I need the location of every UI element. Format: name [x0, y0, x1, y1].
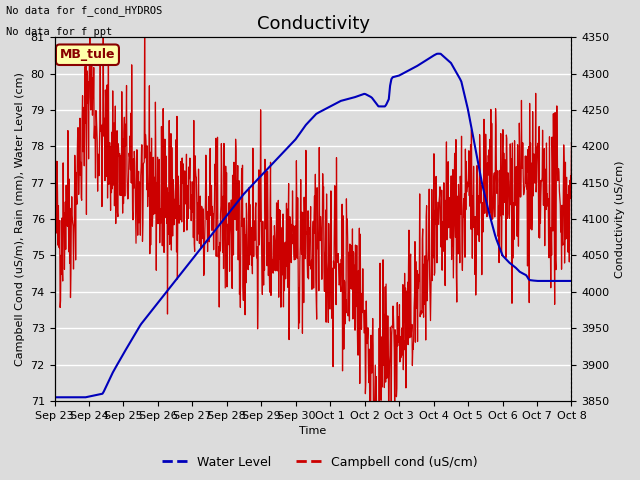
Text: No data for f_ppt: No data for f_ppt: [6, 26, 113, 37]
Legend: Water Level, Campbell cond (uS/cm): Water Level, Campbell cond (uS/cm): [157, 451, 483, 474]
Y-axis label: Conductivity (uS/cm): Conductivity (uS/cm): [615, 160, 625, 278]
Text: MB_tule: MB_tule: [60, 48, 115, 61]
Title: Conductivity: Conductivity: [257, 15, 369, 33]
X-axis label: Time: Time: [300, 426, 326, 436]
Y-axis label: Campbell Cond (uS/m), Rain (mm), Water Level (cm): Campbell Cond (uS/m), Rain (mm), Water L…: [15, 72, 25, 366]
Text: No data for f_cond_HYDROS: No data for f_cond_HYDROS: [6, 5, 163, 16]
